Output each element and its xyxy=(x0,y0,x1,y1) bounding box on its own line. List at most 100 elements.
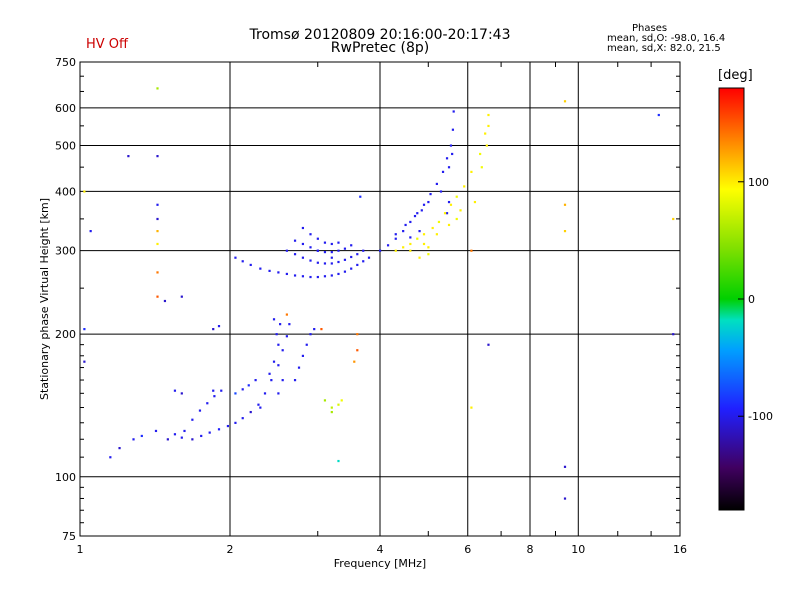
data-point xyxy=(301,242,305,246)
data-point xyxy=(337,403,340,406)
data-point xyxy=(316,249,319,252)
chart-title: Tromsø 20120809 20:16:00-20:17:43 xyxy=(249,27,511,43)
data-point xyxy=(241,417,244,420)
colorbar-label: [deg] xyxy=(718,68,753,83)
data-point xyxy=(484,132,487,135)
data-point xyxy=(191,438,194,441)
data-point xyxy=(350,255,353,259)
data-point xyxy=(340,399,343,402)
data-point xyxy=(479,152,482,156)
data-point xyxy=(356,263,359,267)
data-point xyxy=(277,364,280,367)
data-point xyxy=(277,343,280,346)
data-point xyxy=(422,242,426,246)
data-point xyxy=(416,212,419,215)
data-point xyxy=(343,258,347,261)
data-point xyxy=(350,267,353,270)
data-point xyxy=(563,465,567,468)
data-point xyxy=(367,256,371,259)
data-point xyxy=(429,192,432,196)
data-point xyxy=(362,260,365,263)
data-point xyxy=(272,360,276,363)
data-point xyxy=(672,217,675,221)
data-point xyxy=(154,429,158,433)
data-point xyxy=(234,256,237,259)
data-point xyxy=(156,155,159,158)
data-point xyxy=(259,267,262,270)
data-point xyxy=(394,233,397,236)
data-point xyxy=(330,262,333,265)
data-point xyxy=(285,272,288,276)
data-point xyxy=(272,318,276,321)
data-point xyxy=(183,429,186,433)
x-tick-label: 6 xyxy=(464,543,471,556)
data-point xyxy=(439,190,443,193)
data-point xyxy=(422,203,426,206)
data-point xyxy=(356,333,359,336)
data-point xyxy=(409,236,412,239)
x-tick-label: 1 xyxy=(77,543,84,556)
data-point xyxy=(323,262,327,265)
data-point xyxy=(281,349,284,352)
y-tick-label: 75 xyxy=(62,530,76,543)
data-point xyxy=(563,230,567,233)
data-point xyxy=(330,242,333,246)
data-point xyxy=(416,237,419,240)
data-point xyxy=(268,372,271,375)
data-point xyxy=(563,100,567,103)
axis-ticks: 1 2 4 6 8 10 16 75 100 200 300 400 500 600 750 xyxy=(55,56,687,556)
data-point xyxy=(254,379,257,382)
data-point xyxy=(173,433,177,436)
data-point xyxy=(297,366,301,369)
data-point xyxy=(356,349,359,352)
data-point xyxy=(323,241,327,244)
data-point xyxy=(463,185,466,188)
data-point xyxy=(241,260,244,263)
data-point xyxy=(156,203,159,206)
data-point xyxy=(394,237,397,240)
data-point xyxy=(441,170,445,173)
data-point xyxy=(241,388,244,391)
chart-subtitle: RwPretec (8p) xyxy=(330,40,430,56)
data-point xyxy=(140,434,143,438)
y-tick-label: 750 xyxy=(55,56,76,69)
data-point xyxy=(277,271,280,274)
data-point xyxy=(156,87,159,90)
data-point xyxy=(89,230,92,233)
data-point xyxy=(213,395,216,398)
y-tick-label: 100 xyxy=(55,471,76,484)
data-point xyxy=(198,409,202,412)
y-tick-label: 400 xyxy=(55,185,76,198)
data-point xyxy=(180,392,183,395)
data-point xyxy=(288,323,291,326)
data-point xyxy=(337,272,340,276)
data-point xyxy=(305,343,308,346)
data-point xyxy=(191,418,194,421)
colorbar-ticks: 100 0 -100 xyxy=(738,176,773,423)
data-point xyxy=(279,323,282,326)
data-point xyxy=(323,399,327,402)
data-point xyxy=(309,259,312,262)
data-point xyxy=(435,233,438,236)
data-point xyxy=(330,410,333,414)
data-point xyxy=(452,110,455,113)
data-point xyxy=(166,438,169,441)
data-point xyxy=(285,313,288,316)
data-point xyxy=(418,256,421,259)
data-point xyxy=(330,406,333,409)
data-point xyxy=(379,249,382,252)
colorbar-tick-label: -100 xyxy=(748,410,773,423)
data-point xyxy=(487,124,490,128)
data-point xyxy=(234,421,237,424)
data-point xyxy=(487,113,490,117)
data-point xyxy=(402,230,405,233)
data-point xyxy=(247,384,250,387)
data-point xyxy=(83,328,86,331)
data-point xyxy=(275,333,278,336)
data-point xyxy=(337,459,340,463)
data-point xyxy=(422,233,426,236)
y-tick-label: 600 xyxy=(55,102,76,115)
data-point xyxy=(281,379,284,382)
data-point xyxy=(156,271,159,274)
phase-stats-title: Phases xyxy=(632,23,668,34)
